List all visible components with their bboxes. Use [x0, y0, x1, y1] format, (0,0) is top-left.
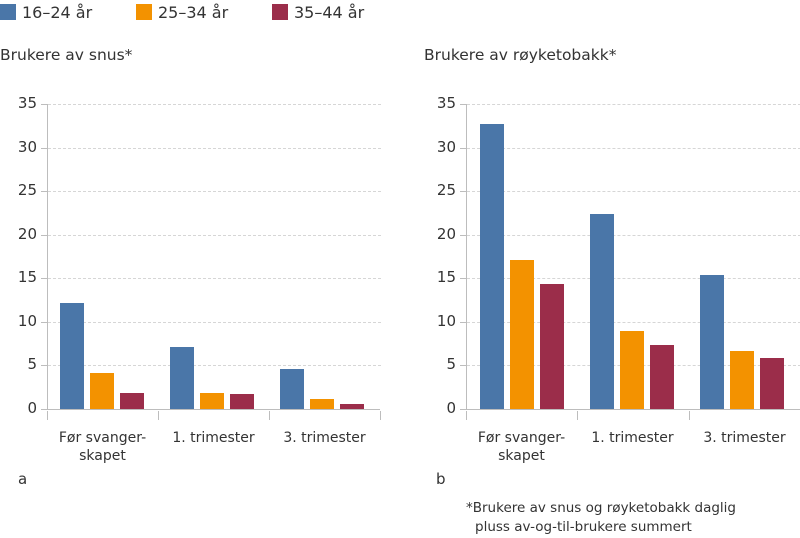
x-axis [466, 409, 800, 410]
x-tick-mark [47, 411, 48, 420]
bar [620, 331, 644, 409]
y-tick-label: 35 [436, 94, 456, 112]
x-axis [47, 409, 380, 410]
x-tick-mark [269, 411, 270, 420]
y-tick-mark [460, 235, 466, 236]
y-tick-mark [460, 409, 466, 410]
x-tick-mark [689, 411, 690, 420]
y-tick-mark [460, 104, 466, 105]
x-tick-mark [380, 411, 381, 420]
bar [280, 369, 304, 409]
gridline [48, 278, 381, 279]
y-tick-label: 25 [436, 181, 456, 199]
footnote-line-1: *Brukere av snus og røyketobakk daglig [466, 500, 736, 516]
gridline [467, 322, 800, 323]
bar [540, 284, 564, 409]
y-tick-mark [460, 365, 466, 366]
bar [760, 358, 784, 409]
y-tick-label: 15 [17, 268, 37, 286]
bar [230, 394, 254, 409]
legend-swatch-orange [136, 4, 152, 20]
bar [170, 347, 194, 409]
y-tick-mark [41, 409, 47, 410]
x-category-label: 3. trimester [703, 430, 786, 446]
y-tick-mark [460, 278, 466, 279]
legend-label: 16–24 år [22, 2, 93, 22]
bar [590, 214, 614, 409]
footnote: *Brukere av snus og røyketobakk daglig p… [466, 499, 736, 537]
legend-label: 35–44 år [294, 2, 365, 22]
y-tick-mark [41, 365, 47, 366]
gridline [48, 235, 381, 236]
bar [700, 275, 724, 409]
legend-item-25-34: 25–34 år [136, 3, 272, 22]
x-tick-mark [577, 411, 578, 420]
y-tick-mark [41, 278, 47, 279]
y-tick-mark [41, 148, 47, 149]
bar [90, 373, 114, 409]
gridline [48, 191, 381, 192]
y-tick-mark [460, 148, 466, 149]
gridline [467, 278, 800, 279]
x-category-label: Før svanger-skapet [477, 430, 566, 464]
y-axis [466, 104, 467, 409]
y-tick-label: 20 [17, 225, 37, 243]
y-tick-label: 0 [446, 399, 456, 417]
bar [200, 393, 224, 409]
y-tick-mark [460, 322, 466, 323]
panel-letter-a: a [18, 470, 28, 488]
gridline [467, 148, 800, 149]
y-tick-mark [41, 322, 47, 323]
legend-swatch-blue [0, 4, 16, 20]
chart-legend: 16–24 år 25–34 år 35–44 år [0, 2, 364, 22]
gridline [467, 235, 800, 236]
y-tick-label: 30 [436, 138, 456, 156]
bar [730, 351, 754, 409]
chart-a-title: Brukere av snus* [0, 46, 133, 64]
y-tick-mark [41, 104, 47, 105]
y-tick-label: 0 [27, 399, 37, 417]
chart-b-title: Brukere av røyketobakk* [424, 46, 617, 64]
y-tick-label: 10 [436, 312, 456, 330]
bar [310, 399, 334, 409]
x-category-label: 1. trimester [172, 430, 255, 446]
bar [120, 393, 144, 409]
legend-label: 25–34 år [158, 2, 229, 22]
x-category-label: 1. trimester [591, 430, 674, 446]
y-tick-label: 35 [17, 94, 37, 112]
gridline [48, 148, 381, 149]
legend-item-16-24: 16–24 år [0, 3, 136, 22]
x-category-label: 3. trimester [283, 430, 366, 446]
y-tick-label: 30 [17, 138, 37, 156]
y-tick-mark [41, 191, 47, 192]
legend-item-35-44: 35–44 år [272, 3, 364, 22]
gridline [48, 322, 381, 323]
bar [340, 404, 364, 409]
panel-letter-b: b [436, 470, 446, 488]
y-tick-label: 5 [27, 355, 37, 373]
y-tick-mark [41, 235, 47, 236]
x-tick-mark [158, 411, 159, 420]
bar [60, 303, 84, 409]
legend-swatch-red [272, 4, 288, 20]
bar [510, 260, 534, 409]
x-category-label: Før svanger-skapet [58, 430, 147, 464]
y-tick-label: 20 [436, 225, 456, 243]
y-axis [47, 104, 48, 409]
y-tick-label: 5 [446, 355, 456, 373]
y-tick-label: 25 [17, 181, 37, 199]
x-tick-mark [466, 411, 467, 420]
gridline [48, 104, 381, 105]
y-tick-label: 10 [17, 312, 37, 330]
gridline [467, 191, 800, 192]
bar [650, 345, 674, 409]
gridline [48, 365, 381, 366]
y-tick-mark [460, 191, 466, 192]
footnote-line-2: pluss av-og-til-brukere summert [475, 519, 692, 535]
y-tick-label: 15 [436, 268, 456, 286]
gridline [467, 104, 800, 105]
bar [480, 124, 504, 409]
